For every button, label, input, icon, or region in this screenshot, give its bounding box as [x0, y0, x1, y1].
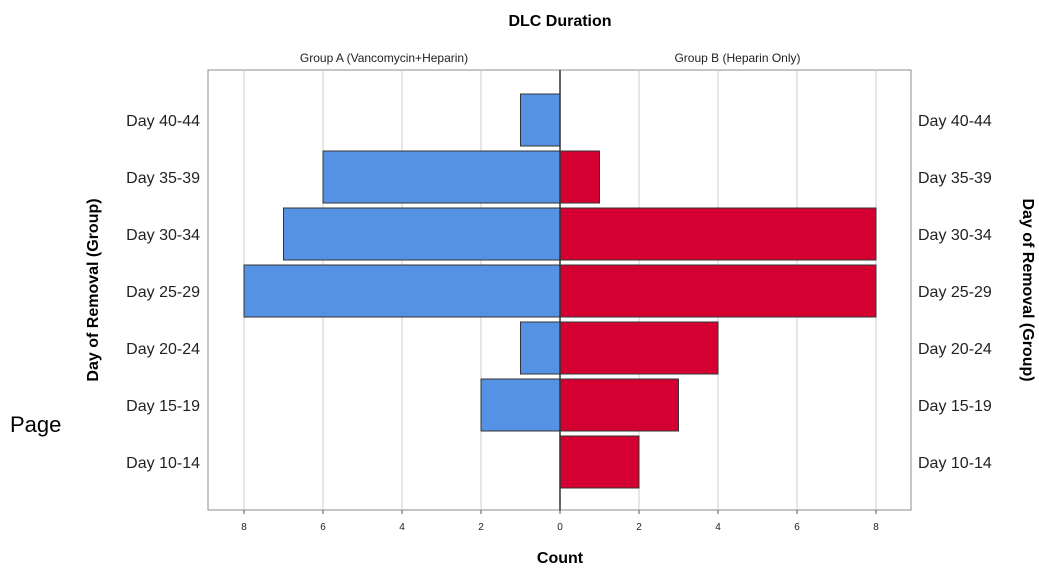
- y-tick-label-left: Day 15-19: [126, 398, 200, 415]
- x-tick-label: 8: [241, 522, 247, 533]
- x-tick-label: 2: [478, 522, 484, 533]
- y-axis-title-left: Day of Removal (Group): [85, 198, 102, 381]
- y-tick-label-right: Day 15-19: [918, 398, 992, 415]
- bar: [560, 151, 600, 203]
- y-tick-label-left: Day 40-44: [126, 113, 200, 130]
- series-group-label: Group A (Vancomycin+Heparin): [300, 51, 468, 65]
- y-tick-label-left: Day 35-39: [126, 170, 200, 187]
- y-tick-label-right: Day 10-14: [918, 455, 992, 472]
- y-tick-label-right: Day 25-29: [918, 284, 992, 301]
- y-tick-label-right: Day 30-34: [918, 227, 992, 244]
- chart-title: DLC Duration: [508, 13, 611, 30]
- y-tick-label-left: Day 30-34: [126, 227, 200, 244]
- bar: [560, 265, 876, 317]
- bar: [521, 322, 561, 374]
- x-tick-label: 4: [715, 522, 721, 533]
- x-tick-label: 0: [557, 522, 563, 533]
- bar: [560, 322, 718, 374]
- bar: [284, 208, 561, 260]
- y-tick-label-left: Day 25-29: [126, 284, 200, 301]
- bar: [560, 208, 876, 260]
- y-tick-label-right: Day 35-39: [918, 170, 992, 187]
- x-tick-label: 6: [320, 522, 326, 533]
- bar: [481, 379, 560, 431]
- bar: [244, 265, 560, 317]
- y-tick-label-left: Day 10-14: [126, 455, 200, 472]
- bar: [560, 436, 639, 488]
- series-group-label: Group B (Heparin Only): [674, 51, 800, 65]
- x-tick-label: 2: [636, 522, 642, 533]
- y-tick-label-right: Day 40-44: [918, 113, 992, 130]
- bar: [521, 94, 561, 146]
- y-tick-label-right: Day 20-24: [918, 341, 992, 358]
- y-tick-label-left: Day 20-24: [126, 341, 200, 358]
- x-tick-label: 8: [873, 522, 879, 533]
- x-tick-label: 4: [399, 522, 405, 533]
- y-axis-title-right: Day of Removal (Group): [1019, 198, 1036, 381]
- x-tick-label: 6: [794, 522, 800, 533]
- page-label: Page: [10, 412, 61, 438]
- x-axis-title: Count: [537, 550, 584, 567]
- bar: [323, 151, 560, 203]
- bar: [560, 379, 679, 431]
